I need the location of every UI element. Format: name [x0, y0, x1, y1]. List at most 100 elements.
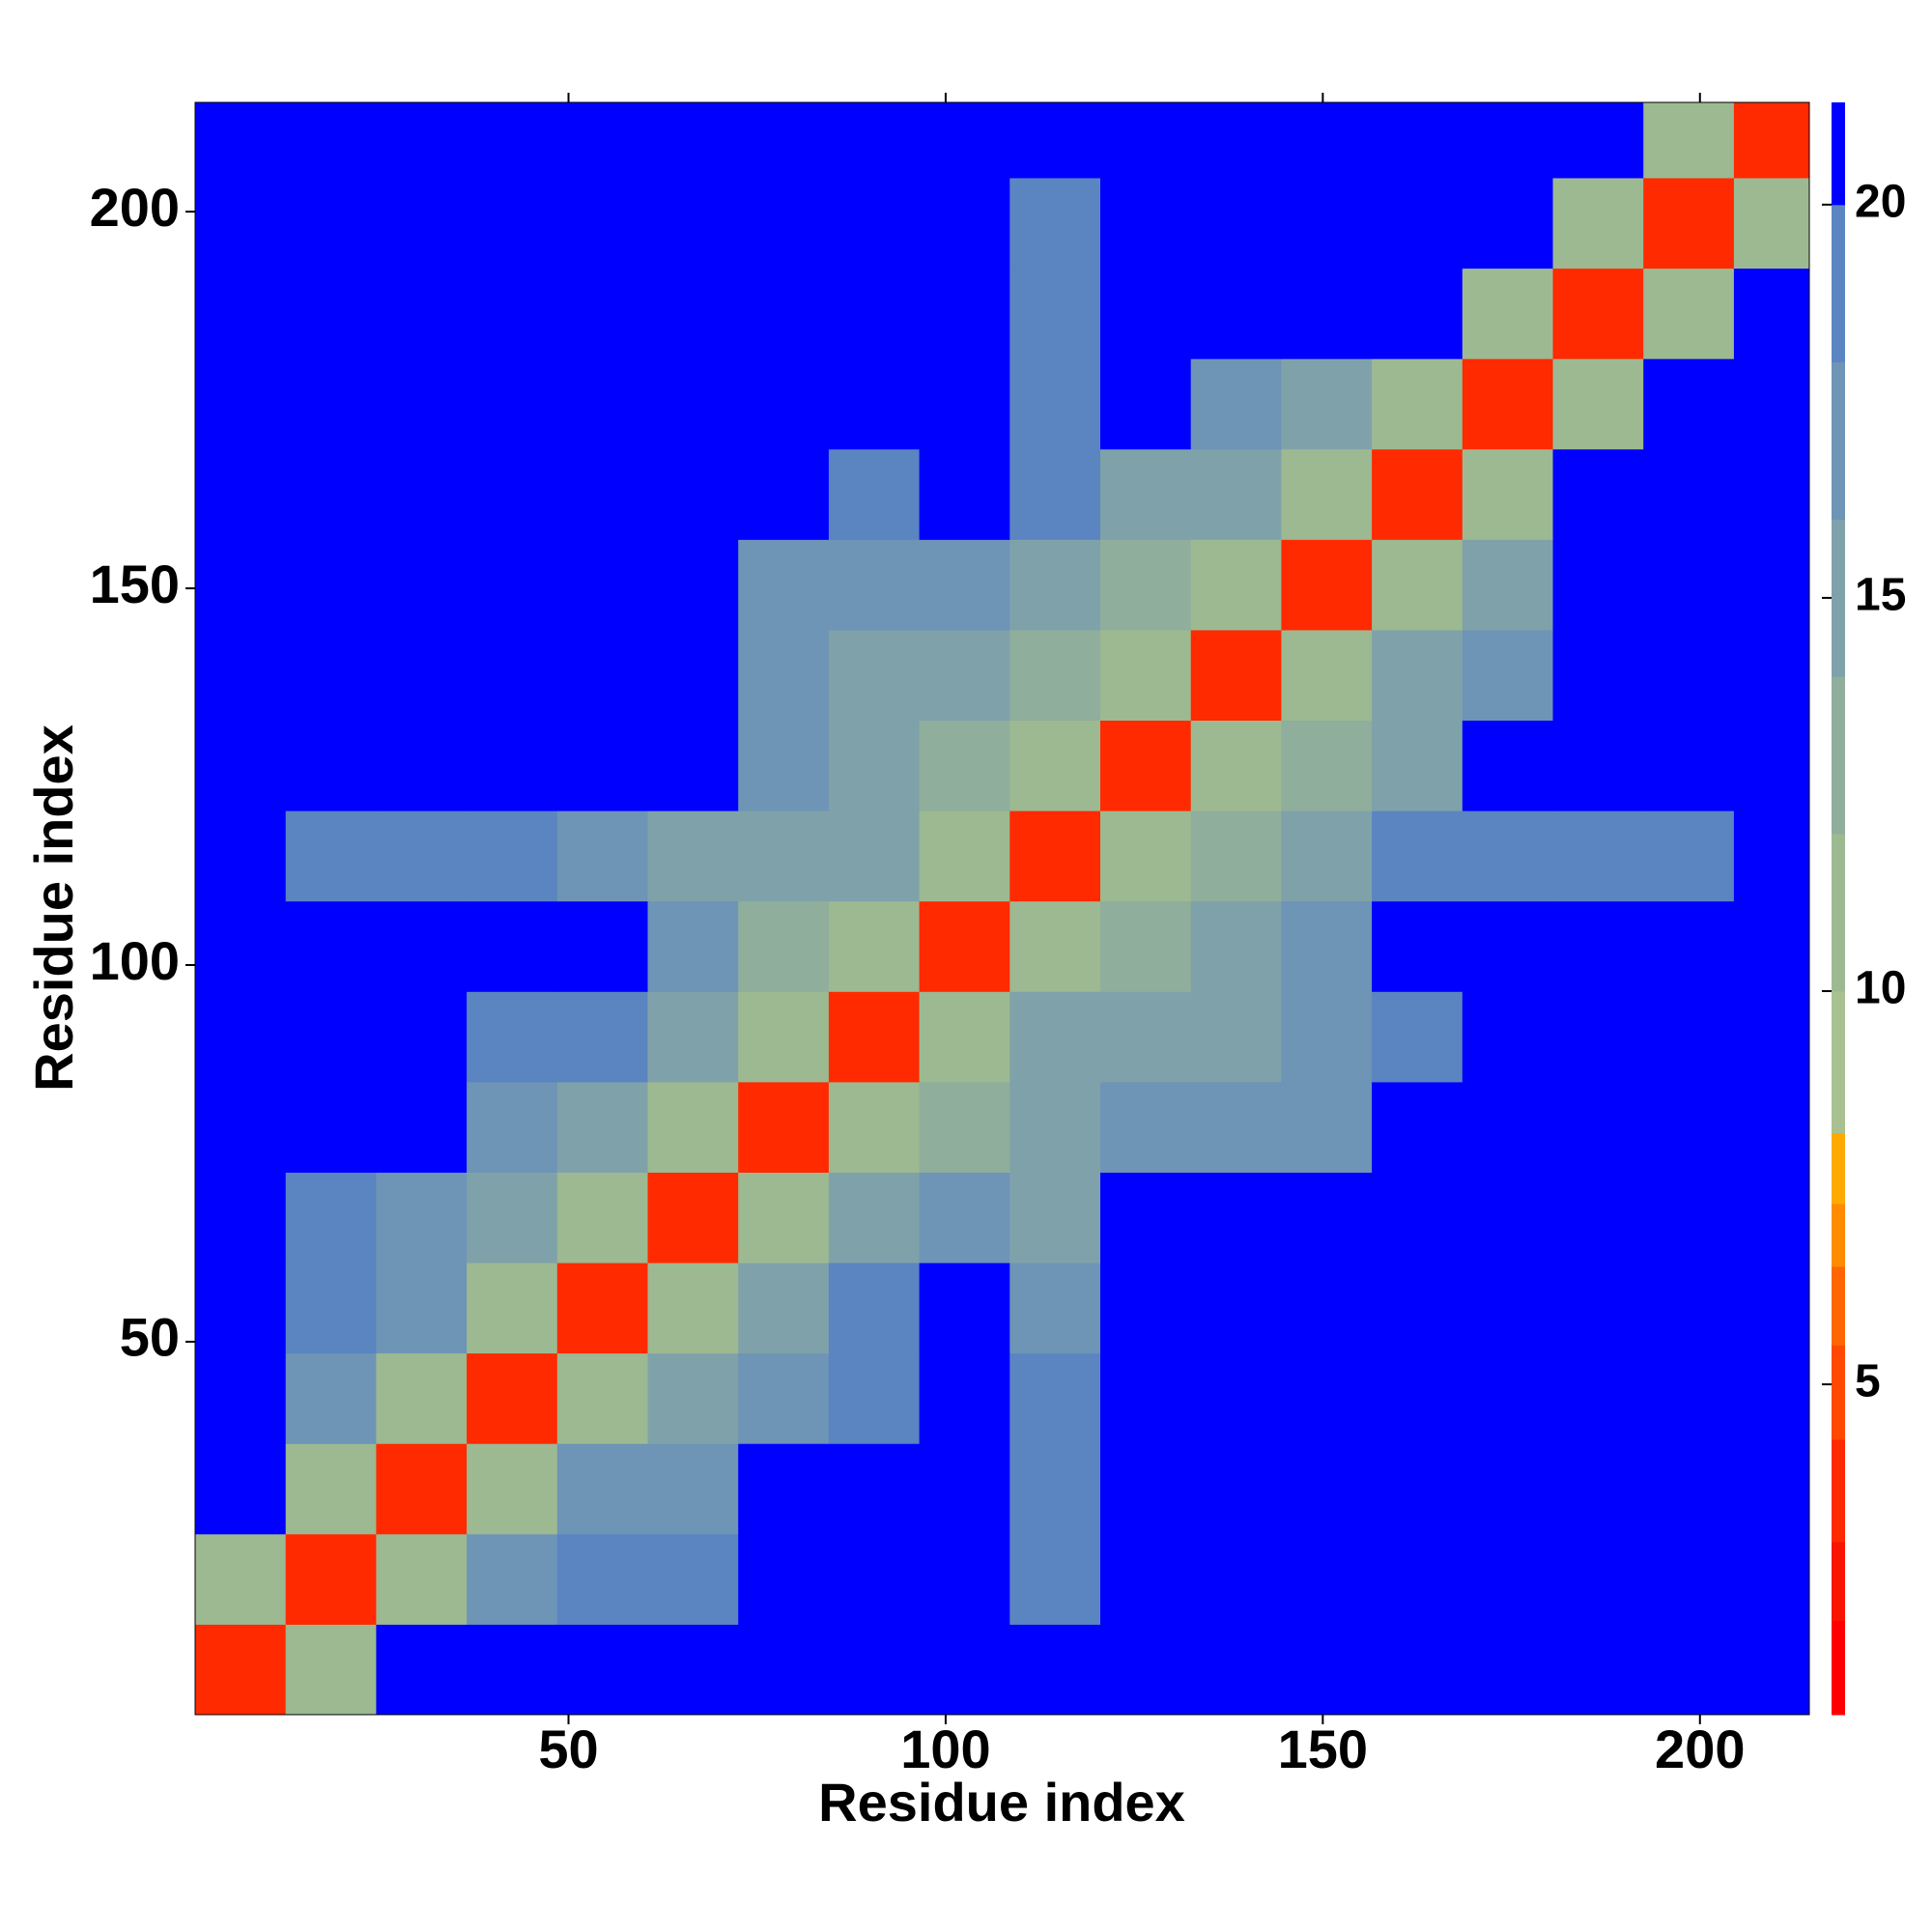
colorbar-segment [1832, 1541, 1845, 1621]
heatmap-cell [828, 1443, 921, 1535]
heatmap-cell [828, 177, 921, 270]
heatmap-cell [1552, 720, 1644, 811]
heatmap-cell [1281, 268, 1373, 359]
x-tick-label: 50 [538, 1719, 598, 1779]
heatmap-cell [376, 810, 468, 902]
heatmap-cell [1462, 177, 1554, 270]
heatmap-cell [467, 810, 558, 902]
heatmap-cell [1190, 448, 1282, 540]
heatmap-cell [1100, 810, 1192, 902]
heatmap-cell [556, 1352, 649, 1444]
heatmap-cell [556, 1172, 649, 1264]
heatmap-cell [376, 1533, 468, 1625]
heatmap-cell [1009, 358, 1101, 450]
heatmap-cell [285, 539, 377, 631]
heatmap-cell [1552, 1263, 1644, 1354]
heatmap-cell [1733, 268, 1810, 359]
heatmap-cell [1643, 177, 1735, 270]
heatmap-cell [1733, 810, 1810, 902]
heatmap-cell [919, 539, 1010, 631]
heatmap-cell [467, 629, 558, 722]
heatmap-cell [1372, 810, 1463, 902]
heatmap-cell [1552, 1081, 1644, 1173]
heatmap-cell [1100, 1443, 1192, 1535]
heatmap-cell [647, 102, 739, 179]
heatmap-cell [195, 539, 287, 631]
heatmap-cell [1100, 1352, 1192, 1444]
heatmap-cell [647, 991, 739, 1083]
heatmap-cell [1100, 268, 1192, 359]
colorbar-segment [1832, 1620, 1845, 1716]
plot-frame [194, 101, 1810, 1716]
heatmap-cell [1281, 102, 1373, 179]
heatmap-cell [1462, 629, 1554, 722]
heatmap-cell [1190, 358, 1282, 450]
heatmap-cell [1281, 1263, 1373, 1354]
colorbar-segment [1832, 1439, 1845, 1543]
heatmap-cell [738, 991, 830, 1083]
heatmap-cell [1009, 539, 1101, 631]
heatmap-cell [556, 1533, 649, 1625]
y-tick-label: 100 [90, 930, 180, 991]
heatmap-cell [195, 991, 287, 1083]
heatmap-cell [1643, 358, 1735, 450]
heatmap-cell [738, 268, 830, 359]
heatmap-cell [919, 1081, 1010, 1173]
colorbar-tick-label: 20 [1855, 177, 1906, 228]
heatmap-cell [828, 629, 921, 722]
heatmap-cell [556, 448, 649, 540]
heatmap-cell [1009, 900, 1101, 992]
heatmap-cell [1733, 448, 1810, 540]
heatmap-cell [195, 448, 287, 540]
heatmap-cell [738, 720, 830, 811]
heatmap-cell [1009, 1533, 1101, 1625]
heatmap-cell [376, 991, 468, 1083]
heatmap-cell [738, 539, 830, 631]
heatmap-cell [1190, 629, 1282, 722]
heatmap-cell [1733, 1533, 1810, 1625]
heatmap-cell [285, 1352, 377, 1444]
heatmap-cell [1643, 1624, 1735, 1716]
heatmap-cell [285, 720, 377, 811]
heatmap-cell [1100, 358, 1192, 450]
heatmap-cell [1009, 991, 1101, 1083]
heatmap-cell [467, 1081, 558, 1173]
heatmap-cell [1462, 1443, 1554, 1535]
heatmap-cell [467, 177, 558, 270]
colorbar-tick-label: 10 [1855, 963, 1906, 1014]
heatmap-cell [1372, 1533, 1463, 1625]
heatmap-cell [376, 1263, 468, 1354]
heatmap-cell [1462, 1263, 1554, 1354]
heatmap-cell [1281, 177, 1373, 270]
colorbar-tick-label: 5 [1855, 1356, 1881, 1407]
colorbar-segment [1832, 102, 1845, 206]
heatmap-cell [467, 1352, 558, 1444]
heatmap-cell [285, 1172, 377, 1264]
heatmap-cell [919, 1443, 1010, 1535]
heatmap-cell [1733, 1443, 1810, 1535]
heatmap-cell [1100, 629, 1192, 722]
heatmap-cell [1643, 268, 1735, 359]
heatmap-cell [738, 1172, 830, 1264]
heatmap-cell [919, 177, 1010, 270]
heatmap-cell [285, 1443, 377, 1535]
heatmap-cell [1462, 810, 1554, 902]
heatmap-cell [376, 629, 468, 722]
heatmap-cell [1281, 810, 1373, 902]
heatmap-cell [738, 810, 830, 902]
heatmap-cell [1372, 102, 1463, 179]
heatmap-cell [376, 1352, 468, 1444]
heatmap-cell [1552, 1624, 1644, 1716]
heatmap-cell [919, 720, 1010, 811]
heatmap-cell [1372, 629, 1463, 722]
heatmap-cell [1190, 1263, 1282, 1354]
heatmap-cell [1009, 720, 1101, 811]
heatmap-cell [1372, 1081, 1463, 1173]
heatmap-cell [1733, 1624, 1810, 1716]
heatmap-cell [647, 1081, 739, 1173]
heatmap-cell [467, 991, 558, 1083]
heatmap-cell [1009, 102, 1101, 179]
heatmap-cell [1733, 1172, 1810, 1264]
heatmap-cell [556, 1624, 649, 1716]
